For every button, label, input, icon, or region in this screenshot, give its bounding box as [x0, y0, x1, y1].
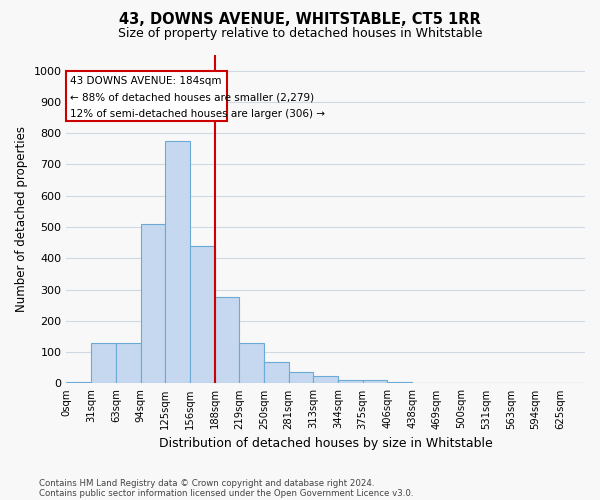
Bar	[239, 343, 264, 384]
Bar	[67, 382, 91, 384]
Bar	[116, 344, 140, 384]
Text: 43, DOWNS AVENUE, WHITSTABLE, CT5 1RR: 43, DOWNS AVENUE, WHITSTABLE, CT5 1RR	[119, 12, 481, 28]
Bar	[215, 298, 239, 384]
Bar	[67, 70, 227, 120]
Text: 43 DOWNS AVENUE: 184sqm: 43 DOWNS AVENUE: 184sqm	[70, 76, 221, 86]
Bar	[437, 383, 461, 384]
Text: Size of property relative to detached houses in Whitstable: Size of property relative to detached ho…	[118, 28, 482, 40]
Bar	[338, 380, 363, 384]
Text: 12% of semi-detached houses are larger (306) →: 12% of semi-detached houses are larger (…	[70, 109, 325, 119]
Bar	[388, 382, 412, 384]
Bar	[313, 376, 338, 384]
X-axis label: Distribution of detached houses by size in Whitstable: Distribution of detached houses by size …	[159, 437, 493, 450]
Bar	[264, 362, 289, 384]
Text: Contains HM Land Registry data © Crown copyright and database right 2024.: Contains HM Land Registry data © Crown c…	[39, 478, 374, 488]
Text: Contains public sector information licensed under the Open Government Licence v3: Contains public sector information licen…	[39, 488, 413, 498]
Bar	[412, 383, 437, 384]
Bar	[91, 344, 116, 384]
Text: ← 88% of detached houses are smaller (2,279): ← 88% of detached houses are smaller (2,…	[70, 92, 314, 102]
Bar	[140, 224, 165, 384]
Bar	[289, 372, 313, 384]
Bar	[363, 380, 388, 384]
Y-axis label: Number of detached properties: Number of detached properties	[15, 126, 28, 312]
Bar	[190, 246, 215, 384]
Bar	[165, 141, 190, 384]
